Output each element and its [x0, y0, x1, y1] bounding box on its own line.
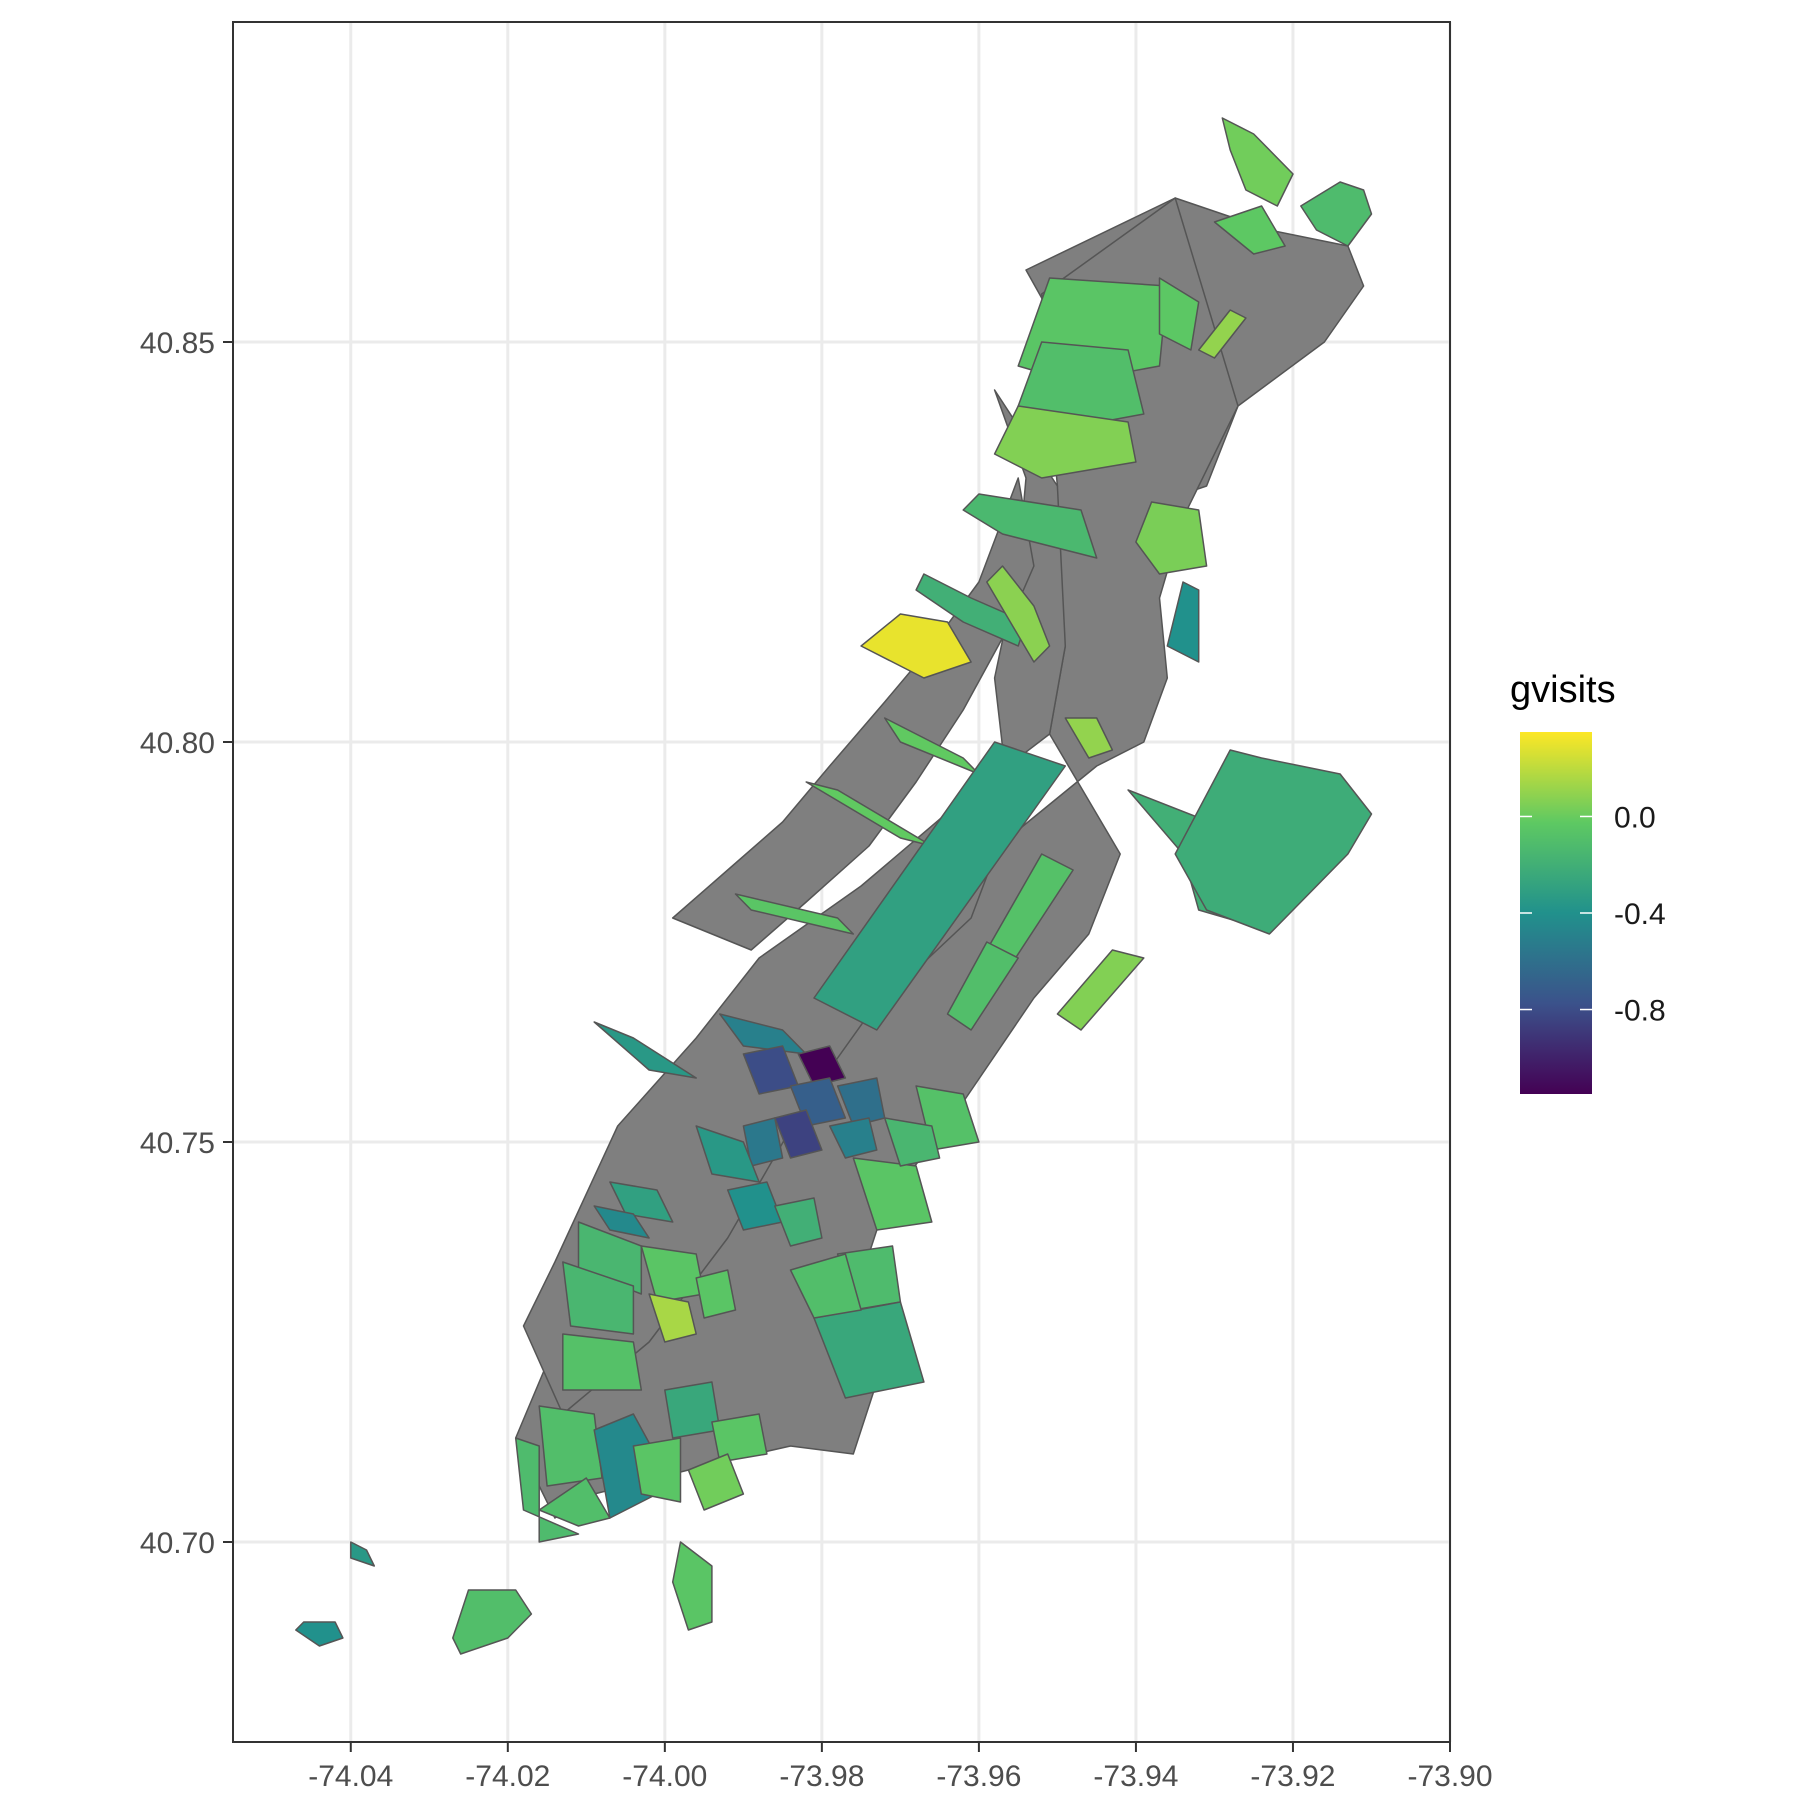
region-turtle-bay — [883, 1117, 941, 1167]
region-randalls-island — [1174, 749, 1373, 935]
x-tick-label: -73.96 — [936, 1760, 1021, 1793]
region-hudson-square — [562, 1261, 635, 1335]
region-sugar-hill — [1158, 277, 1200, 351]
region-ellis-island — [350, 1541, 376, 1567]
region-morningside-park — [986, 565, 1051, 663]
region-battery-park-city — [514, 1437, 580, 1543]
region-chinatown — [664, 1381, 721, 1439]
x-tick-label: -73.90 — [1407, 1760, 1492, 1793]
legend-label: -0.8 — [1614, 995, 1666, 1028]
region-kips-bay — [852, 1157, 933, 1231]
region-lower-east-side — [813, 1301, 925, 1399]
region-battery-park — [538, 1477, 611, 1527]
region-fort-tryon-north — [1221, 117, 1294, 207]
region-upper-west-side-south — [734, 893, 855, 935]
panel-border — [232, 21, 1451, 1743]
region-inwood-park — [1300, 181, 1373, 247]
y-tick-label: 40.80 — [140, 727, 215, 760]
region-upper-east-side-south — [946, 941, 1019, 1031]
y-tick-label: 40.75 — [140, 1127, 215, 1160]
region-two-bridges — [711, 1413, 768, 1463]
region-soho — [648, 1293, 697, 1343]
legend-label: -0.4 — [1614, 898, 1666, 931]
axes: -74.04 -74.02 -74.00 -73.98 -73.96 -73.94 -73.… — [140, 21, 1493, 1793]
y-tick-label: 40.70 — [140, 1527, 215, 1560]
region-east-village — [789, 1253, 862, 1319]
region-clinton-west — [593, 1021, 697, 1079]
legend: gvisits 0.0 -0.4 -0.8 — [1510, 669, 1666, 1094]
region-garment-district — [742, 1117, 784, 1167]
region-highbridge — [1213, 205, 1286, 255]
region-roosevelt-island-north — [1056, 949, 1145, 1031]
region-governors-island — [452, 1589, 533, 1655]
region-tribeca — [562, 1333, 643, 1391]
x-tick-label: -74.00 — [622, 1760, 707, 1793]
region-hamilton-heights — [993, 405, 1137, 479]
x-tick-label: -73.94 — [1093, 1760, 1178, 1793]
region-west-side-upper — [671, 477, 1035, 951]
region-west-harlem — [962, 493, 1098, 559]
region-lower-manhattan-west — [538, 1405, 603, 1487]
region-liberty-island — [295, 1621, 344, 1647]
region-pier-strip — [671, 1541, 713, 1631]
region-east-harlem-north — [1135, 501, 1208, 575]
legend-label: 0.0 — [1614, 801, 1656, 834]
region-central-park — [813, 741, 1067, 1031]
x-tick-label: -73.98 — [779, 1760, 864, 1793]
x-tick-label: -74.04 — [308, 1760, 393, 1793]
legend-title: gvisits — [1510, 669, 1616, 711]
region-noho — [695, 1269, 737, 1319]
region-harlem-river-strip — [1166, 581, 1200, 663]
x-tick-label: -74.02 — [465, 1760, 550, 1793]
x-tick-label: -73.92 — [1250, 1760, 1335, 1793]
region-meatpacking — [593, 1205, 650, 1239]
region-lower-east-side-south — [687, 1453, 745, 1511]
region-murray-hill — [828, 1117, 878, 1159]
region-harlem-hospital — [1197, 309, 1247, 359]
region-chelsea-north — [695, 1125, 760, 1183]
region-morningside-heights — [860, 613, 972, 679]
region-herald-square — [774, 1109, 823, 1159]
region-seaport — [632, 1437, 682, 1503]
region-central-harlem-east — [1064, 717, 1114, 759]
region-manhattanville — [915, 573, 1027, 647]
region-times-square — [797, 1045, 847, 1087]
map-regions — [295, 117, 1373, 1655]
y-tick-label: 40.85 — [140, 327, 215, 360]
region-gramercy — [774, 1197, 823, 1247]
